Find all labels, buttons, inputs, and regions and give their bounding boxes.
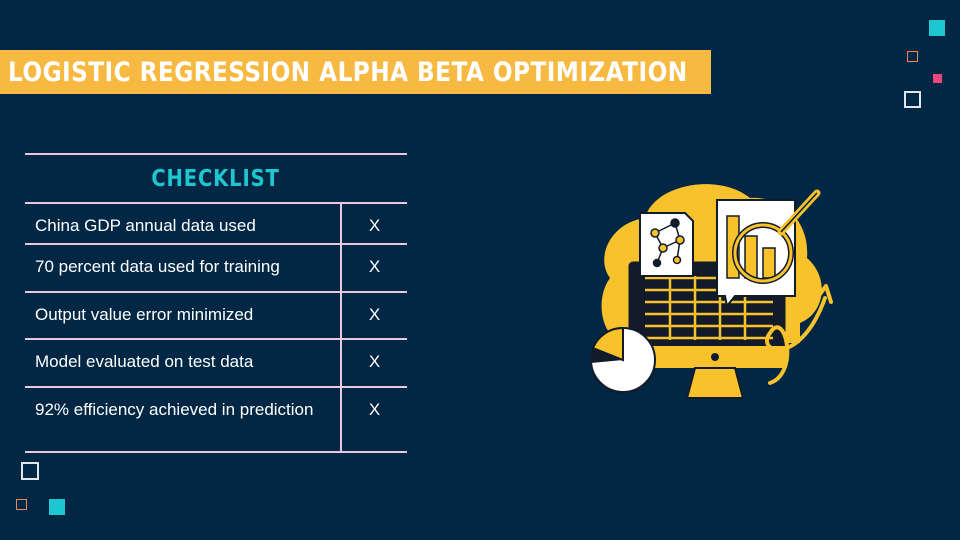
checklist-mark: X [368,257,381,276]
checklist-task: 70 percent data used for training [25,245,342,291]
data-analysis-illustration-icon [585,178,835,413]
deco-square-cyan [929,20,945,36]
deco-square-pink [933,74,942,83]
checklist-row: 92% efficiency achieved in prediction X [25,388,407,453]
checklist-task: China GDP annual data used [25,204,342,243]
title-bar: LOGISTIC REGRESSION ALPHA BETA OPTIMIZAT… [0,50,711,94]
checklist-task: Output value error minimized [25,293,342,338]
checklist-row: Output value error minimized X [25,293,407,340]
deco-square-outline-orange [16,499,27,510]
deco-square-outline-white [904,91,921,108]
deco-square-outline-orange [907,51,918,62]
checklist-mark: X [368,400,381,419]
checklist-title: CHECKLIST [151,165,281,192]
checklist-mark: X [368,352,381,371]
checklist-row: 70 percent data used for training X [25,245,407,293]
checklist-mark: X [368,305,381,324]
deco-square-outline-white [21,462,39,480]
checklist-row: Model evaluated on test data X [25,340,407,388]
slide-title: LOGISTIC REGRESSION ALPHA BETA OPTIMIZAT… [8,56,688,88]
checklist-header: CHECKLIST [25,153,407,204]
checklist-task: Model evaluated on test data [25,340,342,386]
deco-square-cyan [49,499,65,515]
checklist-row: China GDP annual data used X [25,204,407,245]
checklist-mark: X [368,216,381,235]
checklist-table: CHECKLIST China GDP annual data used X 7… [25,153,407,453]
checklist-task: 92% efficiency achieved in prediction [25,388,342,451]
